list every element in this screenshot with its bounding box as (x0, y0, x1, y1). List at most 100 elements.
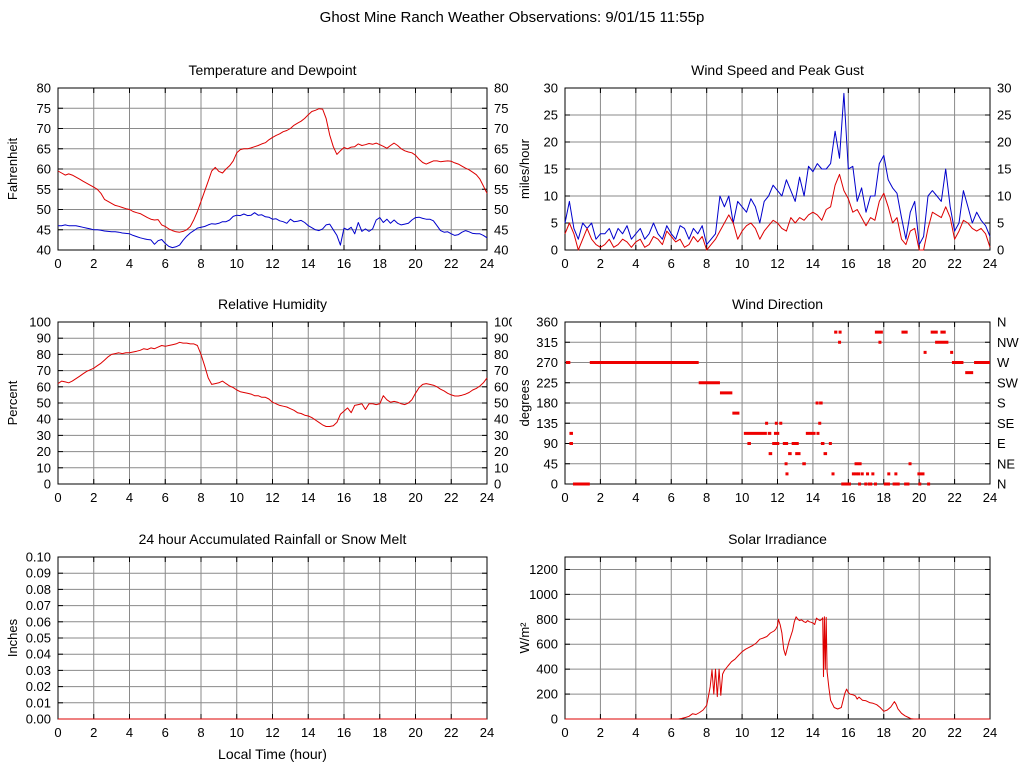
relative-humidity-line (57, 341, 488, 427)
svg-text:0.08: 0.08 (26, 582, 51, 597)
svg-text:6: 6 (668, 725, 675, 740)
svg-text:65: 65 (37, 141, 51, 156)
svg-text:24: 24 (480, 256, 494, 271)
svg-text:16: 16 (841, 725, 855, 740)
svg-text:10: 10 (230, 256, 244, 271)
svg-text:20: 20 (37, 444, 51, 459)
svg-text:16: 16 (841, 490, 855, 505)
wind-direction-marks (923, 350, 927, 354)
wind-direction-marks (589, 361, 699, 364)
svg-text:18: 18 (373, 725, 387, 740)
svg-text:100: 100 (29, 315, 51, 330)
wind-direction-marks (569, 431, 573, 435)
wind-speed-line (564, 173, 991, 251)
wind-direction-marks (851, 472, 855, 476)
temperature-ylabel: Fahrenheit (5, 138, 20, 201)
svg-text:2: 2 (597, 256, 604, 271)
wind-direction-marks (857, 472, 861, 476)
svg-text:0.09: 0.09 (26, 566, 51, 581)
wind-direction-marks (854, 462, 862, 466)
svg-text:30: 30 (37, 428, 51, 443)
svg-text:0: 0 (561, 725, 568, 740)
svg-text:30: 30 (494, 428, 508, 443)
svg-text:NE: NE (997, 456, 1015, 471)
svg-text:90: 90 (544, 436, 558, 451)
svg-text:S: S (997, 396, 1006, 411)
svg-text:50: 50 (494, 202, 508, 217)
svg-text:2: 2 (90, 725, 97, 740)
svg-text:N: N (997, 477, 1006, 492)
solar-title: Solar Irradiance (728, 531, 827, 547)
svg-text:70: 70 (37, 363, 51, 378)
svg-text:0: 0 (561, 256, 568, 271)
svg-text:6: 6 (162, 256, 169, 271)
wind-direction-marks (918, 482, 922, 486)
svg-text:40: 40 (494, 243, 508, 258)
svg-text:80: 80 (37, 347, 51, 362)
wind-direction-marks (951, 361, 964, 364)
wind-direction-marks (904, 482, 910, 486)
temperature-line (57, 108, 488, 233)
humidity-title: Relative Humidity (218, 296, 327, 312)
svg-text:10: 10 (230, 490, 244, 505)
svg-text:10: 10 (997, 189, 1011, 204)
svg-text:200: 200 (536, 687, 558, 702)
wind_direction-ylabel: degrees (517, 379, 532, 426)
svg-text:20: 20 (997, 135, 1011, 150)
svg-text:22: 22 (444, 490, 458, 505)
svg-text:16: 16 (841, 256, 855, 271)
svg-text:16: 16 (337, 725, 351, 740)
chart-wind-direction: 0 2 4 6 8 10 12 14 16 18 20 22 24 0 N 45 NE 90 E 135 SE 180 S 2… (512, 284, 1024, 518)
svg-text:14: 14 (806, 490, 820, 505)
wind-direction-marks (773, 431, 780, 435)
svg-text:10: 10 (494, 460, 508, 475)
svg-text:24: 24 (480, 490, 494, 505)
svg-text:0.06: 0.06 (26, 614, 51, 629)
svg-text:14: 14 (301, 490, 315, 505)
svg-text:65: 65 (494, 141, 508, 156)
svg-text:10: 10 (544, 189, 558, 204)
wind-direction-marks (828, 442, 832, 445)
wind-direction-marks (858, 482, 862, 486)
svg-text:0.02: 0.02 (26, 679, 51, 694)
wind-direction-marks (908, 462, 912, 466)
wind-direction-marks (883, 482, 890, 486)
svg-text:315: 315 (536, 335, 558, 350)
svg-text:10: 10 (230, 725, 244, 740)
wind-direction-marks (768, 452, 773, 456)
wind-direction-marks (838, 340, 842, 344)
svg-text:8: 8 (703, 725, 710, 740)
svg-text:70: 70 (494, 363, 508, 378)
svg-text:2: 2 (90, 490, 97, 505)
wind_speed-title: Wind Speed and Peak Gust (691, 62, 864, 78)
wind-direction-marks (974, 361, 990, 364)
svg-text:100: 100 (494, 315, 512, 330)
wind-direction-marks (823, 452, 828, 456)
chart-solar-irradiance: 0 2 4 6 8 10 12 14 16 18 20 22 24 0 200 400 600 800 1000 12… (512, 518, 1024, 768)
svg-text:12: 12 (265, 256, 279, 271)
svg-text:24: 24 (480, 725, 494, 740)
svg-text:18: 18 (373, 490, 387, 505)
svg-text:0: 0 (494, 477, 501, 492)
svg-text:225: 225 (536, 375, 558, 390)
svg-text:8: 8 (703, 490, 710, 505)
wind-direction-marks (917, 472, 925, 476)
wind-direction-marks (871, 472, 875, 476)
wind-direction-marks (864, 482, 868, 486)
svg-text:22: 22 (444, 725, 458, 740)
svg-text:12: 12 (265, 725, 279, 740)
svg-text:60: 60 (494, 162, 508, 177)
svg-text:15: 15 (997, 162, 1011, 177)
svg-text:18: 18 (877, 725, 891, 740)
wind-direction-marks (782, 442, 789, 445)
wind-direction-marks (867, 482, 873, 486)
svg-text:90: 90 (494, 331, 508, 346)
solar-irradiance-line (565, 616, 990, 720)
svg-text:8: 8 (197, 725, 204, 740)
svg-text:60: 60 (494, 379, 508, 394)
svg-text:8: 8 (197, 256, 204, 271)
wind-direction-marks (565, 361, 571, 364)
solar-ylabel: W/m² (517, 622, 532, 654)
svg-text:55: 55 (37, 182, 51, 197)
peak-gust-line (564, 92, 991, 246)
